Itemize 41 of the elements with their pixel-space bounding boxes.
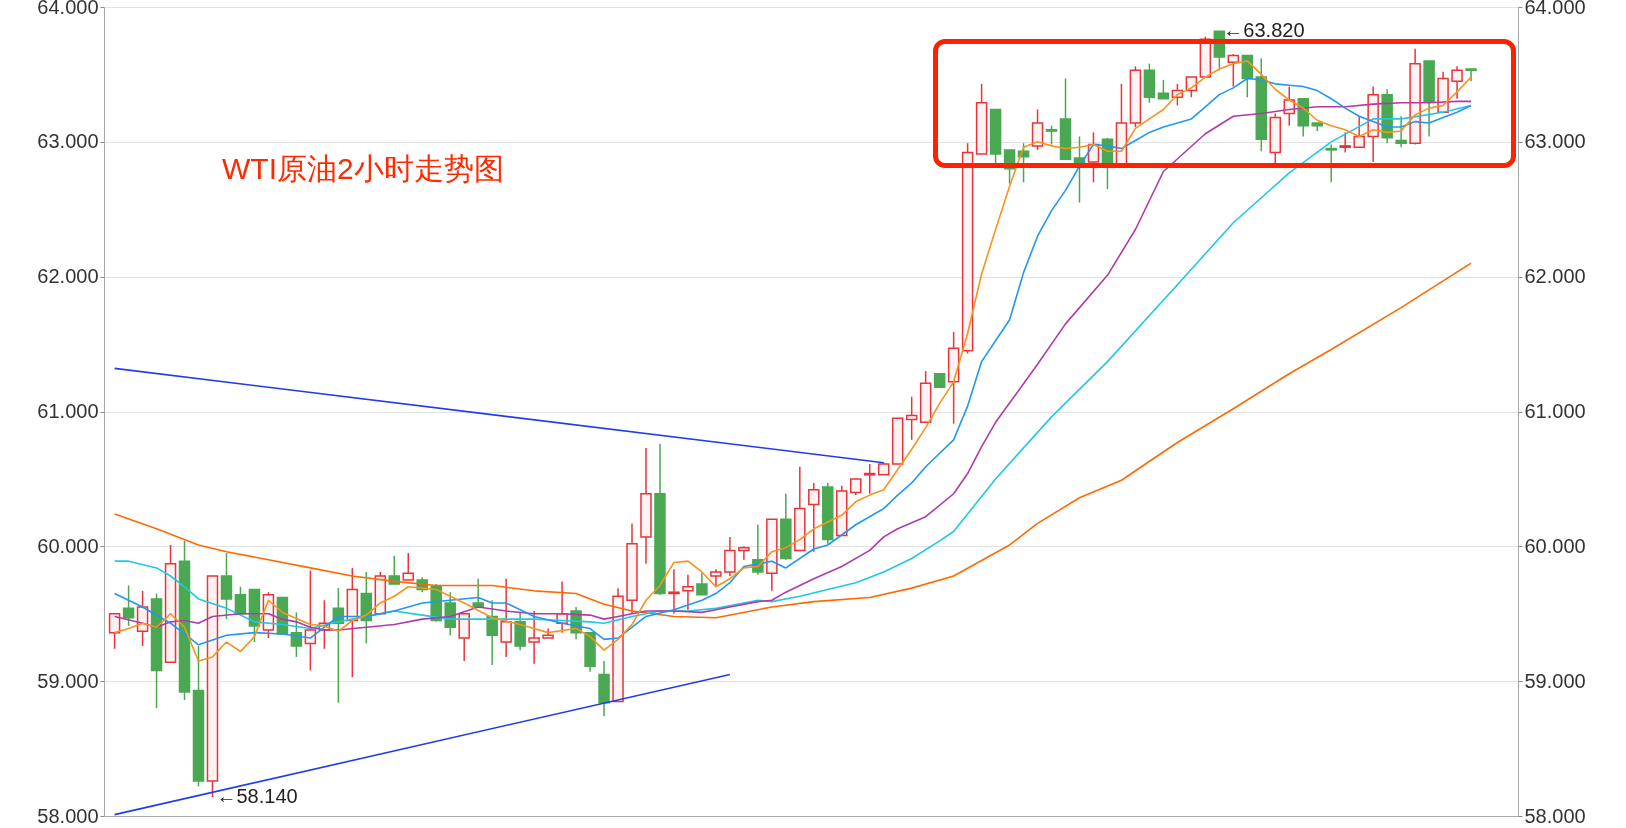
annotation: ←63.820 xyxy=(1223,19,1305,42)
annotation: ←58.140 xyxy=(216,785,298,808)
candlestick xyxy=(808,482,820,553)
candlestick xyxy=(738,545,750,561)
y-tick-label: 63.000 xyxy=(37,130,99,153)
y-tick-label: 59.000 xyxy=(37,669,99,692)
candlestick xyxy=(1325,143,1337,184)
candlestick xyxy=(472,577,484,608)
candlestick xyxy=(1353,115,1365,148)
candlestick xyxy=(1031,108,1044,151)
candlestick xyxy=(863,463,876,495)
y-tick-label: 60.000 xyxy=(37,534,99,557)
y2-tick-label: 60.000 xyxy=(1524,534,1586,557)
candlestick xyxy=(402,552,415,581)
text: WTI原油2小时走势图 xyxy=(222,152,504,185)
candlestick xyxy=(682,573,694,611)
y2-tick-label: 63.000 xyxy=(1524,130,1586,153)
candlestick xyxy=(528,610,540,665)
y-tick-label: 61.000 xyxy=(37,400,99,422)
candlestick xyxy=(500,577,512,658)
candlestick xyxy=(122,584,135,627)
y2-tick-label: 58.000 xyxy=(1524,804,1586,827)
candlestick xyxy=(1451,65,1463,100)
y-tick-label: 64.000 xyxy=(37,0,99,18)
candlestick xyxy=(1045,124,1058,146)
candlestick xyxy=(220,552,233,620)
y2-tick-label: 64.000 xyxy=(1524,0,1586,18)
candlestick xyxy=(486,599,498,666)
y-tick-label: 58.000 xyxy=(37,804,99,827)
candlestick xyxy=(668,568,680,615)
candlestick xyxy=(1395,115,1407,148)
y-tick-label: 62.000 xyxy=(37,265,99,288)
candlestick xyxy=(1465,68,1477,82)
y2-tick-label: 61.000 xyxy=(1524,400,1586,422)
candlestick xyxy=(1339,131,1351,154)
line-series xyxy=(113,262,1472,619)
candlestick xyxy=(724,536,736,577)
candlestick xyxy=(1227,53,1240,88)
y2-tick-label: 62.000 xyxy=(1524,265,1586,288)
y2-tick-label: 59.000 xyxy=(1524,669,1586,692)
candlestick xyxy=(696,572,708,596)
